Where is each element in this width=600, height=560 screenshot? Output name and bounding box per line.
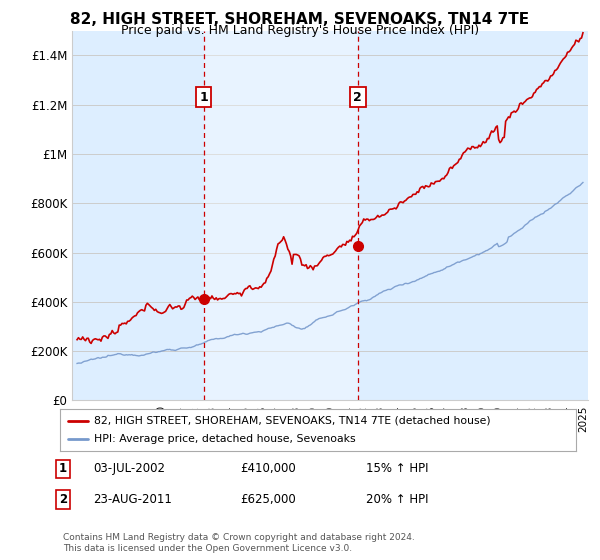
Text: £410,000: £410,000 [240,462,296,475]
Text: Price paid vs. HM Land Registry's House Price Index (HPI): Price paid vs. HM Land Registry's House … [121,24,479,37]
Text: 03-JUL-2002: 03-JUL-2002 [93,462,165,475]
Text: 2: 2 [59,493,67,506]
Text: Contains HM Land Registry data © Crown copyright and database right 2024.
This d: Contains HM Land Registry data © Crown c… [63,533,415,553]
Text: 1: 1 [199,91,208,104]
Text: 2: 2 [353,91,362,104]
Text: 82, HIGH STREET, SHOREHAM, SEVENOAKS, TN14 7TE: 82, HIGH STREET, SHOREHAM, SEVENOAKS, TN… [70,12,530,27]
Text: 20% ↑ HPI: 20% ↑ HPI [366,493,428,506]
Text: 82, HIGH STREET, SHOREHAM, SEVENOAKS, TN14 7TE (detached house): 82, HIGH STREET, SHOREHAM, SEVENOAKS, TN… [94,416,490,426]
Text: HPI: Average price, detached house, Sevenoaks: HPI: Average price, detached house, Seve… [94,434,355,444]
Text: 15% ↑ HPI: 15% ↑ HPI [366,462,428,475]
Text: 1: 1 [59,462,67,475]
Bar [203,31,358,400]
Text: 23-AUG-2011: 23-AUG-2011 [93,493,172,506]
Text: £625,000: £625,000 [240,493,296,506]
